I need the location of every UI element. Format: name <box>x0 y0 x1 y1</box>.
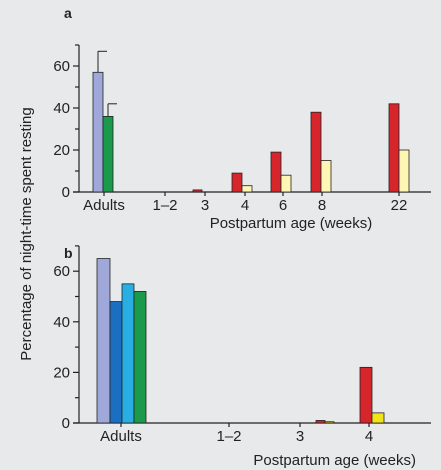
panel-b: b 0 20 40 60 Adults 1–2 3 4 Postpartum age (weeks… <box>53 245 431 469</box>
x-tick-label-a: Adults <box>83 197 125 214</box>
panel-letter-a: a <box>64 5 72 21</box>
bar-b-7 <box>371 412 385 424</box>
x-tick-label-a: 22 <box>391 197 408 214</box>
y-axis-label: Percentage of night-time spent resting <box>18 107 35 360</box>
y-tick-label-a: 20 <box>53 142 70 159</box>
x-tick-label-a: 4 <box>241 197 249 214</box>
bar-a-10 <box>398 149 410 193</box>
bar-b-0 <box>96 258 111 424</box>
x-tick-label-b: 1–2 <box>216 428 241 445</box>
x-axis-label-b: Postpartum age (weeks) <box>253 452 416 469</box>
x-tick-label-b: 3 <box>296 428 304 445</box>
bar-a-6 <box>280 174 292 193</box>
bar-a-0 <box>92 71 104 193</box>
panel-letter-b: b <box>64 245 73 261</box>
bar-a-5 <box>270 151 282 193</box>
y-tick-label-b: 0 <box>62 415 70 432</box>
bar-b-3 <box>133 291 147 424</box>
x-tick-label-b: 4 <box>365 428 373 445</box>
x-tick-label-a: 1–2 <box>152 197 177 214</box>
y-tick-label-b: 60 <box>53 263 70 280</box>
x-tick-label-b: Adults <box>100 428 142 445</box>
y-tick-label-a: 0 <box>62 184 70 201</box>
x-tick-label-a: 3 <box>201 197 209 214</box>
bar-b-6 <box>359 366 373 424</box>
bar-a-3 <box>231 172 243 193</box>
panel-a: a 0 20 40 60 Adults 1–2 3 4 6 8 22 Postpartum age (w… <box>53 5 431 232</box>
x-tick-label-a: 8 <box>318 197 326 214</box>
y-tick-label-b: 40 <box>53 314 70 331</box>
x-tick-label-a: 6 <box>279 197 287 214</box>
bar-b-2 <box>121 283 135 424</box>
bar-b-5 <box>324 421 335 424</box>
y-tick-label-a: 40 <box>53 100 70 117</box>
bar-a-8 <box>320 160 332 193</box>
x-axis-label-a: Postpartum age (weeks) <box>210 215 373 232</box>
bar-a-1 <box>102 116 114 193</box>
bar-a-7 <box>310 111 322 193</box>
bar-a-9 <box>388 103 400 193</box>
y-tick-label-b: 20 <box>53 364 70 381</box>
bar-a-2 <box>192 189 203 193</box>
bar-a-4 <box>241 185 253 193</box>
bar-b-1 <box>109 301 123 424</box>
bar-b-4 <box>315 420 326 424</box>
y-tick-label-a: 60 <box>53 58 70 75</box>
